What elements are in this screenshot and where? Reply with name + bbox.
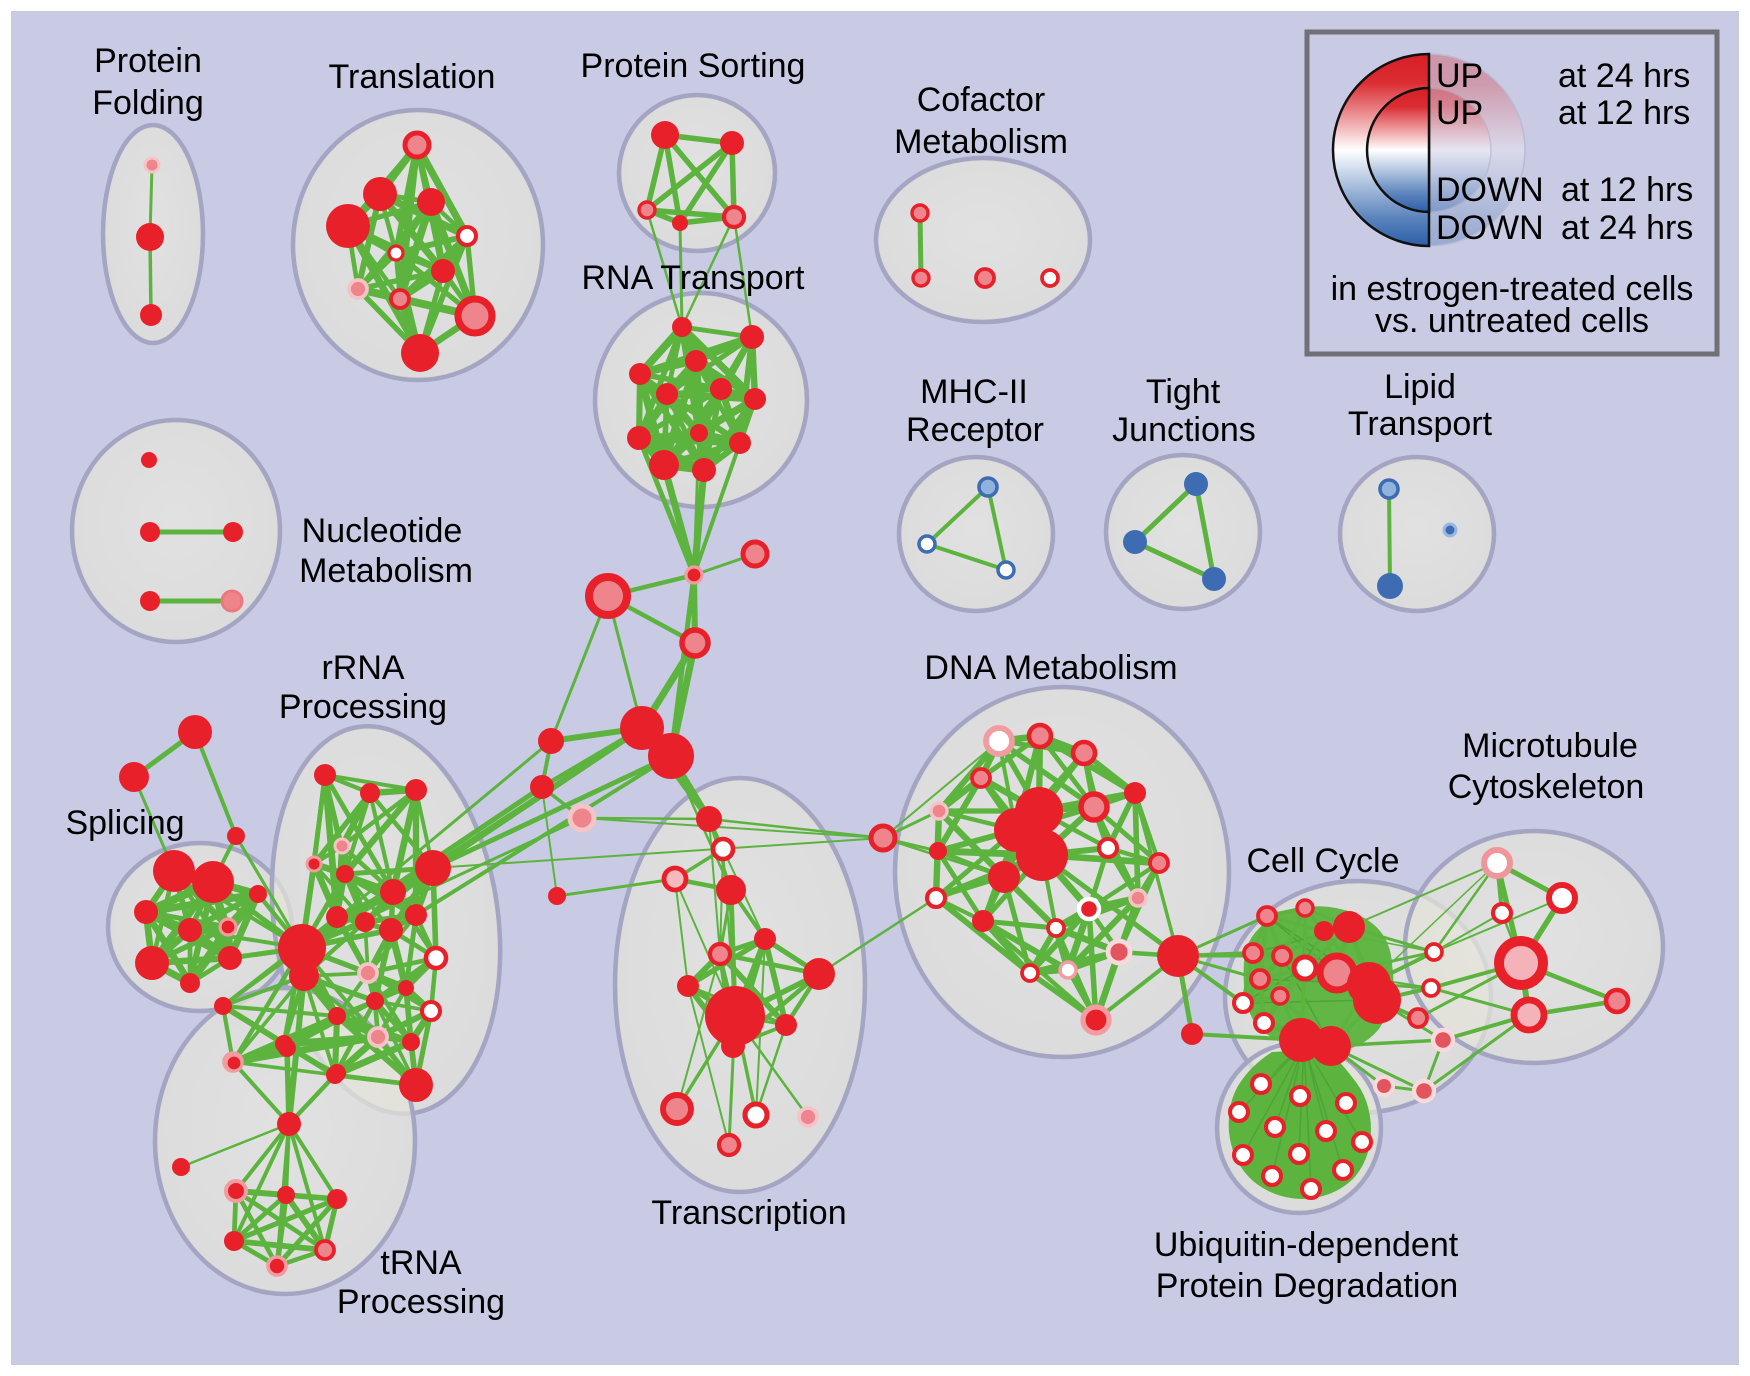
svg-text:Translation: Translation: [329, 58, 496, 96]
svg-text:tRNA: tRNA: [380, 1244, 462, 1282]
svg-text:rRNA: rRNA: [321, 649, 404, 687]
svg-text:Ubiquitin-dependent: Ubiquitin-dependent: [1154, 1226, 1459, 1264]
svg-text:RNA Transport: RNA Transport: [582, 259, 806, 297]
svg-text:DOWN: DOWN: [1436, 171, 1544, 209]
svg-text:Cytoskeleton: Cytoskeleton: [1448, 768, 1645, 806]
svg-text:in estrogen-treated cells: in estrogen-treated cells: [1331, 270, 1694, 308]
svg-text:Nucleotide: Nucleotide: [302, 512, 463, 550]
svg-text:MHC-II: MHC-II: [920, 373, 1028, 411]
svg-text:vs. untreated cells: vs. untreated cells: [1375, 302, 1649, 340]
svg-text:UP: UP: [1436, 94, 1483, 132]
svg-text:Metabolism: Metabolism: [299, 552, 473, 590]
svg-text:Metabolism: Metabolism: [894, 123, 1068, 161]
svg-text:UP: UP: [1436, 57, 1483, 95]
svg-text:Transcription: Transcription: [651, 1194, 846, 1232]
svg-text:Processing: Processing: [337, 1283, 505, 1321]
svg-text:Cell Cycle: Cell Cycle: [1246, 842, 1399, 880]
svg-text:Transport: Transport: [1348, 405, 1493, 443]
svg-text:at 12 hrs: at 12 hrs: [1561, 171, 1693, 209]
svg-text:at 12 hrs: at 12 hrs: [1558, 94, 1690, 132]
svg-text:Cofactor: Cofactor: [917, 81, 1046, 119]
svg-text:at 24 hrs: at 24 hrs: [1561, 209, 1693, 247]
svg-text:at 24 hrs: at 24 hrs: [1558, 57, 1690, 95]
svg-text:Junctions: Junctions: [1112, 411, 1256, 449]
svg-text:Microtubule: Microtubule: [1462, 727, 1638, 765]
svg-text:DOWN: DOWN: [1436, 209, 1544, 247]
svg-text:Receptor: Receptor: [906, 411, 1044, 449]
svg-text:Lipid: Lipid: [1384, 368, 1456, 406]
svg-text:Processing: Processing: [279, 688, 447, 726]
svg-text:Folding: Folding: [92, 84, 204, 122]
svg-text:Splicing: Splicing: [65, 804, 184, 842]
svg-text:Protein Sorting: Protein Sorting: [581, 47, 806, 85]
svg-text:Protein: Protein: [94, 42, 202, 80]
svg-text:DNA Metabolism: DNA Metabolism: [924, 649, 1177, 687]
svg-text:Protein Degradation: Protein Degradation: [1156, 1267, 1458, 1305]
svg-text:Tight: Tight: [1146, 373, 1221, 411]
